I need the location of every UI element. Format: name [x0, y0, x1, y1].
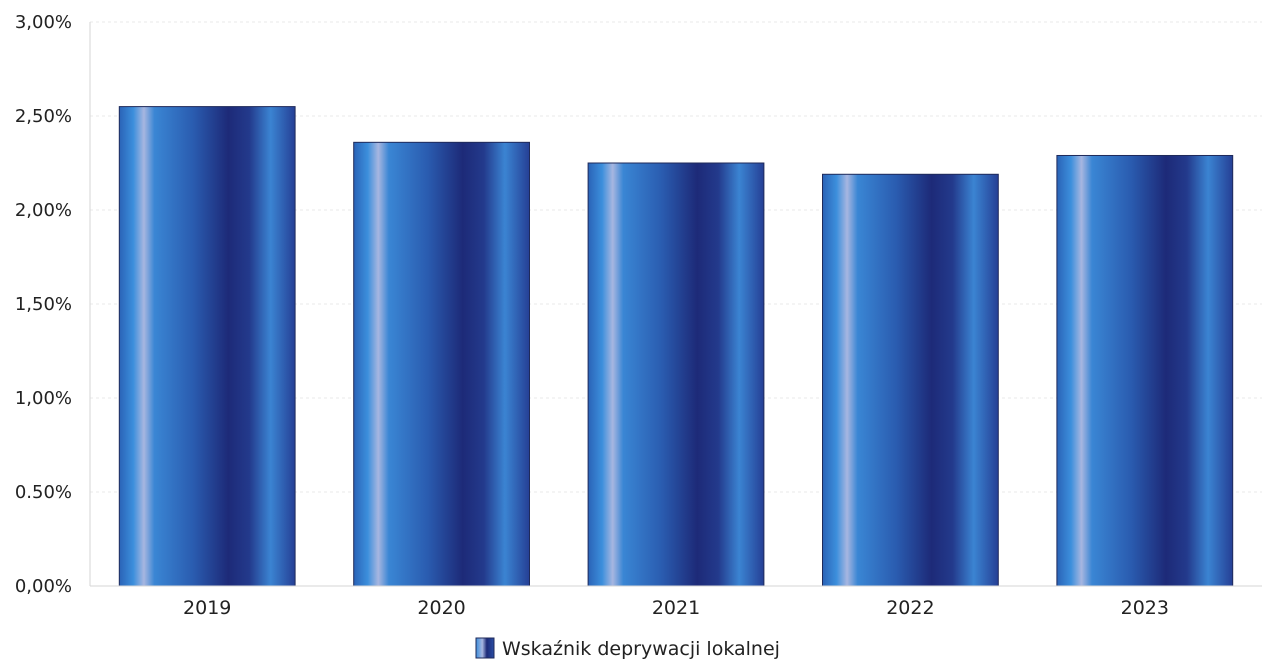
bar-2023 [1056, 154, 1234, 587]
x-tick-label: 2020 [417, 597, 465, 619]
y-tick-label: 0.50% [15, 482, 72, 503]
bars [118, 106, 1234, 587]
bar-2021 [587, 162, 765, 587]
x-tick-label: 2019 [183, 597, 231, 619]
bar-2022 [822, 173, 999, 587]
x-axis: 2019 2020 2021 2022 2023 [90, 585, 1262, 619]
y-tick-label: 1,50% [15, 294, 72, 315]
y-axis: 0,00% 0.50% 1,00% 1,50% 2,00% 2,50% 3,00% [15, 12, 91, 597]
y-tick-label: 0,00% [15, 576, 72, 597]
legend-label: Wskaźnik deprywacji lokalnej [502, 638, 780, 660]
x-tick-label: 2021 [652, 597, 700, 619]
bar-2019 [118, 106, 296, 587]
bar-2020 [353, 141, 531, 587]
x-tick-label: 2023 [1121, 597, 1169, 619]
legend: Wskaźnik deprywacji lokalnej [475, 637, 780, 660]
y-tick-label: 2,00% [15, 200, 72, 221]
legend-swatch [475, 637, 495, 659]
y-tick-label: 1,00% [15, 388, 72, 409]
y-tick-label: 3,00% [15, 12, 72, 33]
x-tick-label: 2022 [886, 597, 934, 619]
y-tick-label: 2,50% [15, 106, 72, 127]
